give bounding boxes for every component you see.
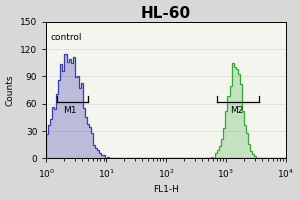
Text: control: control (50, 33, 82, 42)
Title: HL-60: HL-60 (141, 6, 191, 21)
Text: M2: M2 (230, 106, 243, 115)
Polygon shape (46, 54, 286, 158)
Y-axis label: Counts: Counts (6, 74, 15, 106)
Polygon shape (46, 63, 286, 158)
Text: M1: M1 (64, 106, 77, 115)
X-axis label: FL1-H: FL1-H (153, 185, 179, 194)
